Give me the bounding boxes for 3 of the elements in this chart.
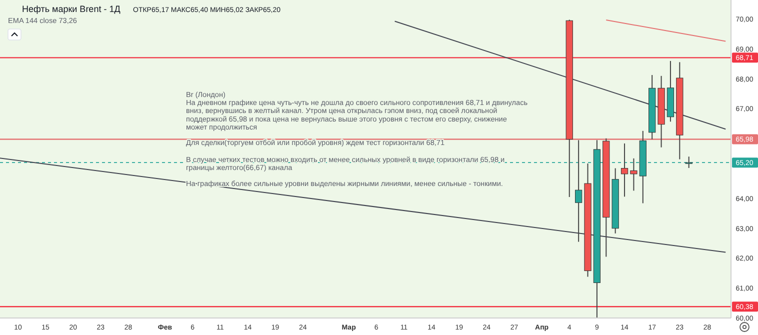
candlestick [620,142,628,198]
text: Нефть марки Brent - 1Д [22,4,120,14]
candlestick [630,158,638,192]
